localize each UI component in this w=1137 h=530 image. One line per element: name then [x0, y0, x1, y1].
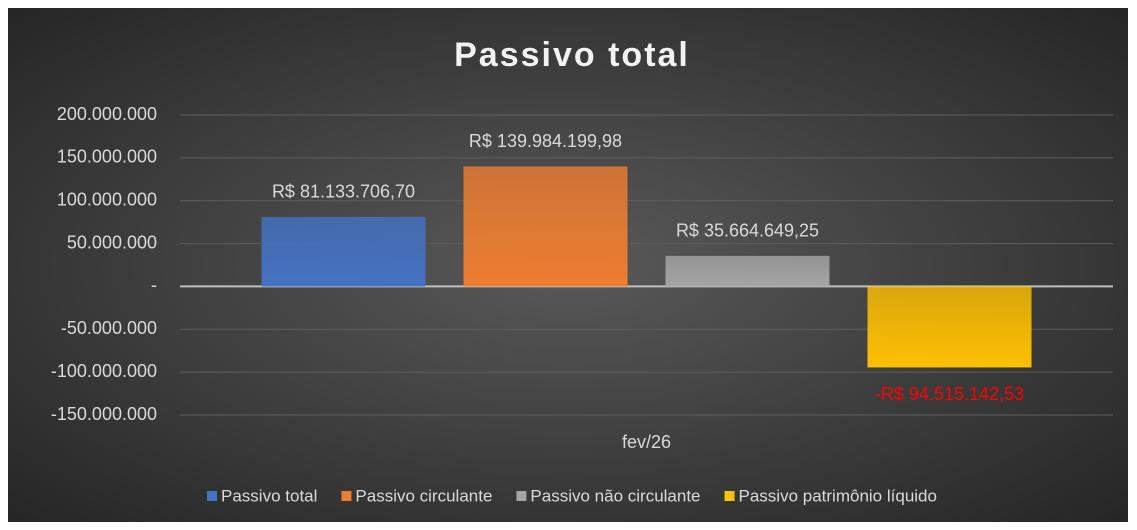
y-tick-label: 50.000.000	[67, 232, 157, 252]
y-tick-label: -	[151, 275, 157, 295]
legend-swatch	[724, 491, 735, 501]
y-tick-label: 200.000.000	[57, 104, 157, 124]
data-label: R$ 139.984.199,98	[469, 131, 622, 151]
bar	[261, 216, 426, 287]
legend-label: Passivo total	[221, 486, 317, 505]
bar	[867, 286, 1032, 368]
legend-swatch	[516, 491, 527, 501]
bar	[665, 255, 830, 287]
data-label: R$ 35.664.649,25	[676, 221, 819, 241]
data-label: R$ 81.133.706,70	[272, 182, 415, 202]
legend-swatch	[207, 491, 218, 501]
y-tick-label: 100.000.000	[57, 189, 157, 209]
x-tick-label: fev/26	[622, 432, 671, 452]
y-tick-label: 150.000.000	[57, 147, 157, 167]
legend-swatch	[341, 491, 352, 501]
y-tick-label: -150.000.000	[51, 404, 157, 424]
data-label: -R$ 94.515.142,53	[875, 384, 1024, 404]
y-tick-label: -100.000.000	[51, 361, 157, 381]
legend-label: Passivo patrimônio líquido	[739, 486, 937, 505]
bar	[463, 166, 628, 287]
legend-label: Passivo circulante	[355, 486, 492, 505]
y-tick-label: -50.000.000	[61, 318, 157, 338]
legend-label: Passivo não circulante	[530, 486, 700, 505]
chart-title: Passivo total	[454, 36, 690, 74]
